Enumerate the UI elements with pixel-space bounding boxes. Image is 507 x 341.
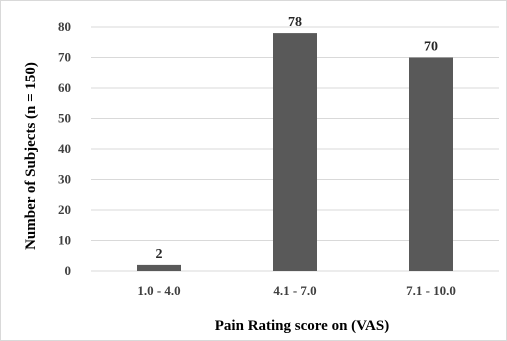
data-label: 78: [288, 15, 302, 30]
y-tick-label: 10: [58, 233, 71, 248]
x-tick-label: 1.0 - 4.0: [137, 283, 180, 298]
y-tick-label: 30: [58, 172, 71, 187]
x-tick-label: 4.1 - 7.0: [273, 283, 316, 298]
y-tick-label: 20: [58, 202, 71, 217]
y-tick-label: 40: [58, 141, 71, 156]
y-tick-label: 80: [58, 19, 71, 34]
x-tick-labels: 1.0 - 4.0 4.1 - 7.0 7.1 - 10.0: [137, 283, 456, 298]
bar: [137, 264, 181, 271]
y-tick-label: 0: [65, 263, 72, 278]
bar: [273, 33, 317, 271]
x-tick-label: 7.1 - 10.0: [406, 283, 456, 298]
data-label: 2: [156, 247, 163, 262]
y-tick-label: 60: [58, 80, 71, 95]
data-labels: 2 78 70: [156, 15, 439, 262]
y-tick-label: 70: [58, 50, 71, 65]
bar: [409, 57, 453, 271]
y-tick-label: 50: [58, 111, 71, 126]
data-label: 70: [424, 40, 438, 55]
y-axis-title: Number of Subjects (n = 150): [23, 62, 39, 250]
x-axis-title: Pain Rating score on (VAS): [215, 318, 389, 334]
y-tick-labels: 0 10 20 30 40 50 60 70 80: [58, 19, 71, 278]
bars: [137, 33, 453, 271]
